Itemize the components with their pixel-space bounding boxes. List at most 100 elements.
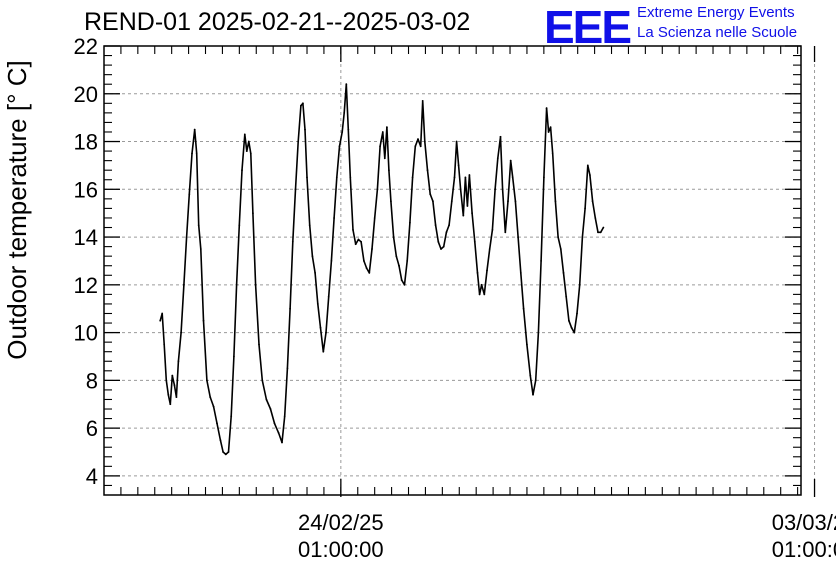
data-point bbox=[599, 231, 602, 234]
data-point bbox=[504, 231, 507, 234]
data-point bbox=[193, 128, 196, 131]
tick-labels: 4681012141618202224/02/2501:00:0003/03/2… bbox=[74, 34, 836, 562]
data-point bbox=[440, 248, 442, 250]
data-point bbox=[306, 176, 308, 179]
series-line bbox=[159, 83, 605, 456]
data-point bbox=[219, 439, 222, 441]
data-point bbox=[468, 174, 471, 176]
data-point bbox=[247, 140, 250, 143]
data-point bbox=[591, 200, 594, 203]
data-point bbox=[395, 255, 398, 258]
data-point bbox=[177, 360, 180, 363]
x-tick-label-date: 24/02/25 bbox=[298, 510, 384, 535]
data-point bbox=[501, 188, 504, 191]
data-point bbox=[373, 217, 376, 219]
data-point bbox=[517, 236, 519, 239]
data-point bbox=[432, 200, 434, 203]
data-point bbox=[338, 145, 341, 148]
y-tick-label: 12 bbox=[74, 273, 98, 298]
data-point bbox=[209, 396, 212, 398]
data-point bbox=[183, 283, 185, 286]
data-point bbox=[581, 236, 584, 239]
data-point bbox=[322, 350, 325, 353]
data-point bbox=[459, 188, 462, 191]
data-point bbox=[289, 307, 291, 310]
data-point bbox=[383, 157, 386, 160]
data-point bbox=[547, 131, 550, 133]
data-point bbox=[543, 176, 545, 179]
data-point bbox=[529, 374, 532, 377]
data-point bbox=[265, 398, 268, 401]
data-point bbox=[277, 432, 280, 434]
data-point bbox=[291, 240, 294, 243]
data-point bbox=[233, 355, 235, 358]
data-point bbox=[448, 224, 450, 227]
data-point bbox=[224, 453, 227, 456]
data-point bbox=[403, 283, 406, 286]
data-points bbox=[159, 83, 605, 456]
data-point bbox=[195, 152, 198, 155]
data-point bbox=[400, 279, 403, 281]
data-point bbox=[462, 214, 465, 217]
data-point bbox=[325, 331, 327, 334]
data-point bbox=[578, 283, 581, 286]
y-tick-label: 4 bbox=[86, 464, 98, 489]
data-point bbox=[258, 343, 260, 346]
data-point bbox=[483, 293, 486, 296]
data-point bbox=[319, 326, 322, 329]
data-point bbox=[398, 264, 400, 267]
grid-lines bbox=[104, 46, 816, 495]
data-point bbox=[330, 260, 333, 262]
data-point bbox=[466, 205, 469, 207]
data-point bbox=[212, 405, 215, 408]
data-point bbox=[586, 164, 589, 167]
brand-line-1: Extreme Energy Events bbox=[637, 4, 795, 21]
data-point bbox=[511, 176, 514, 179]
data-point bbox=[562, 272, 565, 274]
data-point bbox=[514, 200, 517, 203]
data-point bbox=[175, 396, 178, 398]
y-tick-label: 20 bbox=[74, 82, 98, 107]
data-point bbox=[423, 140, 426, 143]
data-point bbox=[243, 133, 246, 136]
data-point bbox=[409, 221, 411, 224]
data-point bbox=[308, 224, 311, 227]
data-point bbox=[414, 145, 417, 148]
data-point bbox=[386, 126, 388, 129]
data-point bbox=[486, 269, 488, 272]
data-point bbox=[261, 379, 264, 382]
data-point bbox=[453, 176, 456, 179]
data-point bbox=[392, 236, 395, 239]
data-point bbox=[173, 384, 176, 386]
x-tick-label-time: 01:00:00 bbox=[298, 537, 384, 562]
data-point bbox=[283, 415, 286, 418]
data-point bbox=[509, 159, 512, 162]
data-point bbox=[363, 260, 365, 262]
data-point bbox=[341, 131, 344, 133]
data-point bbox=[540, 260, 542, 262]
data-point bbox=[343, 112, 346, 114]
data-point bbox=[197, 224, 200, 227]
data-point bbox=[488, 248, 491, 250]
data-point bbox=[206, 379, 208, 382]
data-point bbox=[281, 441, 283, 444]
y-tick-label: 18 bbox=[74, 130, 98, 155]
x-tick-label-date: 03/03/25 bbox=[772, 510, 836, 535]
data-point bbox=[551, 152, 554, 155]
data-point bbox=[227, 451, 230, 453]
data-point bbox=[171, 374, 174, 377]
chart-title: REND-01 2025-02-21--2025-03-02 bbox=[84, 8, 471, 36]
data-point bbox=[300, 104, 302, 107]
data-point bbox=[429, 193, 432, 196]
data-point bbox=[589, 174, 591, 176]
data-point bbox=[434, 224, 437, 227]
data-point bbox=[390, 200, 392, 203]
data-point bbox=[565, 295, 568, 298]
data-point bbox=[554, 200, 557, 203]
data-point bbox=[534, 379, 537, 382]
data-point bbox=[496, 157, 499, 160]
data-point bbox=[185, 236, 188, 239]
data-point bbox=[249, 152, 252, 155]
data-point bbox=[286, 367, 289, 370]
data-point bbox=[238, 224, 241, 227]
